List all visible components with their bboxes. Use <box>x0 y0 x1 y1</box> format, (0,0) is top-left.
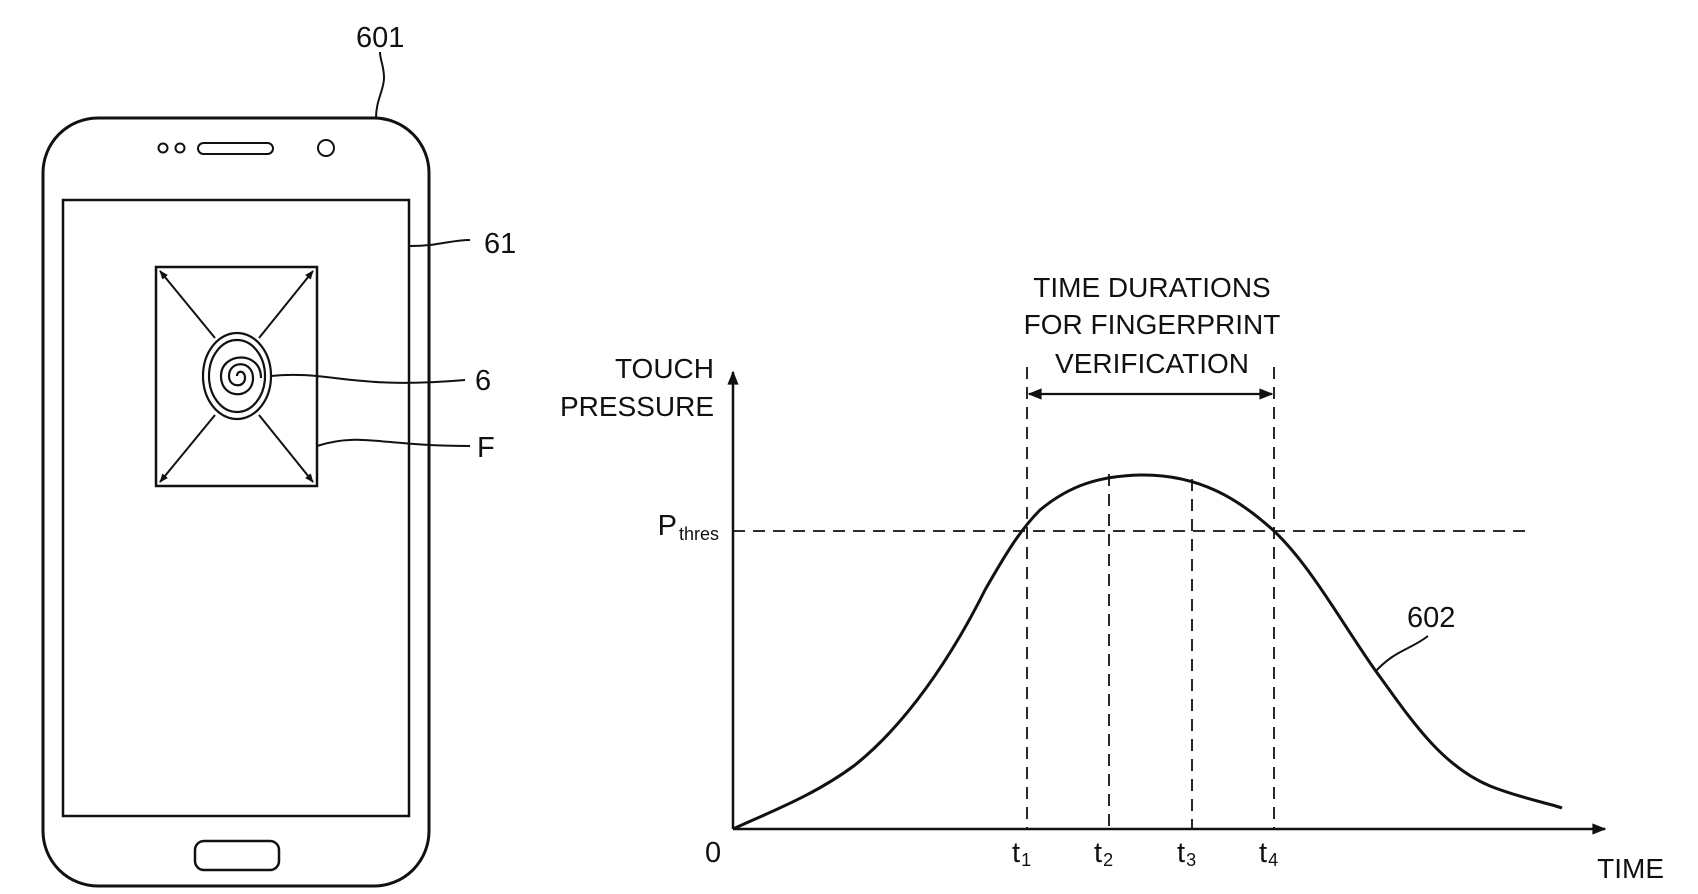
time-marker-lines <box>1026 367 1275 829</box>
curve-ref-label: 602 <box>1407 602 1455 634</box>
phone-display <box>61 198 411 818</box>
ref-fingerprint-label: 6 <box>475 365 491 397</box>
y-axis-label-line2: PRESSURE <box>560 391 714 422</box>
pressure-curve <box>732 473 1563 831</box>
y-axis-label-line1: TOUCH <box>615 353 714 384</box>
duration-label-line3: VERIFICATION <box>1055 348 1249 379</box>
leader-601 <box>375 51 386 119</box>
tick-t3: t3 <box>1177 837 1196 870</box>
leader-602 <box>1374 635 1429 673</box>
origin-label: 0 <box>705 837 721 869</box>
duration-label-line2: FOR FINGERPRINT <box>1024 309 1281 340</box>
phone-body <box>41 116 431 888</box>
fingerprint-icon <box>201 331 273 421</box>
ref-display-label: 61 <box>484 228 516 260</box>
smartphone-drawing: 601 61 6 F <box>41 22 516 888</box>
leader-F <box>316 438 471 447</box>
duration-label-line1: TIME DURATIONS <box>1033 272 1270 303</box>
ref-device-label: 601 <box>356 22 404 54</box>
leader-6 <box>270 373 466 384</box>
home-button-icon <box>193 839 281 872</box>
tick-t1: t1 <box>1012 837 1031 870</box>
fingerprint-region-box <box>154 265 319 488</box>
leader-61 <box>409 239 471 247</box>
ref-region-label: F <box>477 432 495 464</box>
expand-arrows-icon <box>159 270 314 483</box>
earpiece-dots-icon <box>157 142 186 154</box>
tick-t4: t4 <box>1259 837 1278 870</box>
leader-lines <box>270 51 471 447</box>
speaker-slot-icon <box>197 142 274 155</box>
front-camera-icon <box>317 139 335 157</box>
tick-t2: t2 <box>1094 837 1113 870</box>
x-axis-label: TIME <box>1597 853 1664 884</box>
